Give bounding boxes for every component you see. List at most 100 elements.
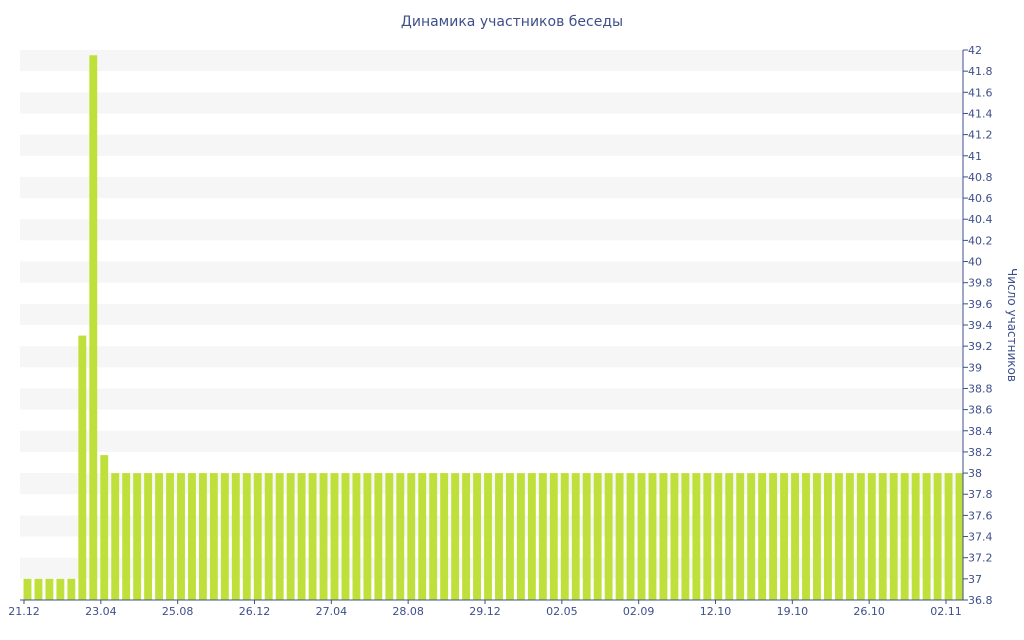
bar[interactable] bbox=[198, 473, 207, 600]
bar[interactable] bbox=[637, 473, 646, 600]
bar[interactable] bbox=[374, 473, 383, 600]
bar[interactable] bbox=[297, 473, 306, 600]
bar[interactable] bbox=[538, 473, 547, 600]
bar[interactable] bbox=[418, 473, 427, 600]
bar[interactable] bbox=[45, 578, 54, 600]
bar[interactable] bbox=[703, 473, 712, 600]
bar[interactable] bbox=[692, 473, 701, 600]
bar[interactable] bbox=[253, 473, 262, 600]
bar[interactable] bbox=[582, 473, 591, 600]
bar[interactable] bbox=[889, 473, 898, 600]
bar[interactable] bbox=[549, 473, 558, 600]
bar[interactable] bbox=[330, 473, 339, 600]
x-tick-label: 02.09 bbox=[623, 605, 655, 618]
bar[interactable] bbox=[23, 578, 32, 600]
bar[interactable] bbox=[308, 473, 317, 600]
bar[interactable] bbox=[648, 473, 657, 600]
bar[interactable] bbox=[67, 578, 76, 600]
y-tick-label: 39.6 bbox=[968, 298, 993, 311]
grid-band bbox=[20, 303, 963, 325]
bar[interactable] bbox=[769, 473, 778, 600]
bar[interactable] bbox=[944, 473, 953, 600]
bar[interactable] bbox=[352, 473, 361, 600]
bar[interactable] bbox=[791, 473, 799, 600]
bar[interactable] bbox=[209, 473, 218, 600]
bar[interactable] bbox=[747, 473, 756, 600]
bar[interactable] bbox=[802, 473, 810, 600]
bar[interactable] bbox=[900, 473, 909, 600]
bar[interactable] bbox=[484, 473, 492, 600]
bar[interactable] bbox=[275, 473, 284, 600]
bar[interactable] bbox=[166, 473, 174, 600]
x-tick-label: 26.10 bbox=[853, 605, 885, 618]
bar[interactable] bbox=[527, 473, 536, 600]
bar[interactable] bbox=[78, 335, 87, 600]
bar[interactable] bbox=[231, 473, 240, 600]
bar[interactable] bbox=[736, 473, 745, 600]
bar[interactable] bbox=[89, 55, 98, 601]
bar[interactable] bbox=[813, 473, 821, 600]
bar[interactable] bbox=[845, 473, 854, 600]
bar[interactable] bbox=[933, 473, 942, 600]
bar[interactable] bbox=[823, 473, 832, 600]
bar[interactable] bbox=[615, 473, 624, 600]
bar[interactable] bbox=[407, 473, 416, 600]
bar[interactable] bbox=[506, 473, 514, 600]
bar[interactable] bbox=[220, 473, 229, 600]
grid-band bbox=[20, 134, 963, 156]
bar[interactable] bbox=[155, 473, 164, 600]
x-tick-label: 29.12 bbox=[469, 605, 501, 618]
y-tick-label: 39 bbox=[968, 361, 982, 374]
bar[interactable] bbox=[440, 473, 449, 600]
bar[interactable] bbox=[955, 473, 964, 600]
bar[interactable] bbox=[856, 473, 865, 600]
bar[interactable] bbox=[725, 473, 734, 600]
bar[interactable] bbox=[922, 473, 931, 600]
bar[interactable] bbox=[429, 473, 438, 600]
bar[interactable] bbox=[714, 473, 723, 600]
bar[interactable] bbox=[604, 473, 613, 600]
bar[interactable] bbox=[451, 473, 460, 600]
y-tick-label: 41.8 bbox=[968, 65, 993, 78]
bar[interactable] bbox=[571, 473, 580, 600]
bar[interactable] bbox=[341, 473, 350, 600]
bar[interactable] bbox=[878, 473, 887, 600]
bar[interactable] bbox=[122, 473, 131, 600]
bar[interactable] bbox=[867, 473, 876, 600]
bar[interactable] bbox=[111, 473, 120, 600]
bar[interactable] bbox=[911, 473, 920, 600]
bar[interactable] bbox=[177, 473, 185, 600]
bar[interactable] bbox=[670, 473, 679, 600]
y-tick-label: 41.2 bbox=[968, 129, 993, 142]
y-tick-label: 38.6 bbox=[968, 404, 993, 417]
bar[interactable] bbox=[758, 473, 767, 600]
bar[interactable] bbox=[593, 473, 602, 600]
bar[interactable] bbox=[780, 473, 789, 600]
bar[interactable] bbox=[385, 473, 394, 600]
bar[interactable] bbox=[462, 473, 471, 600]
bar[interactable] bbox=[188, 473, 196, 600]
grid-band bbox=[20, 92, 963, 114]
bar[interactable] bbox=[264, 473, 273, 600]
y-tick-label: 39.4 bbox=[968, 319, 993, 332]
bar[interactable] bbox=[495, 473, 503, 600]
bar[interactable] bbox=[473, 473, 481, 600]
bar[interactable] bbox=[626, 473, 635, 600]
bar[interactable] bbox=[319, 473, 328, 600]
bar[interactable] bbox=[834, 473, 843, 600]
bar[interactable] bbox=[659, 473, 668, 600]
bar[interactable] bbox=[56, 578, 65, 600]
bar[interactable] bbox=[144, 473, 153, 600]
bar[interactable] bbox=[133, 473, 142, 600]
bar[interactable] bbox=[286, 473, 295, 600]
bar[interactable] bbox=[681, 473, 690, 600]
bar[interactable] bbox=[560, 473, 569, 600]
bar[interactable] bbox=[396, 473, 405, 600]
bar[interactable] bbox=[516, 473, 525, 600]
bar[interactable] bbox=[100, 455, 109, 600]
bar[interactable] bbox=[363, 473, 372, 600]
bar[interactable] bbox=[242, 473, 251, 600]
y-tick-label: 39.2 bbox=[968, 340, 993, 353]
y-tick-label: 37 bbox=[968, 573, 982, 586]
bar[interactable] bbox=[34, 578, 43, 600]
